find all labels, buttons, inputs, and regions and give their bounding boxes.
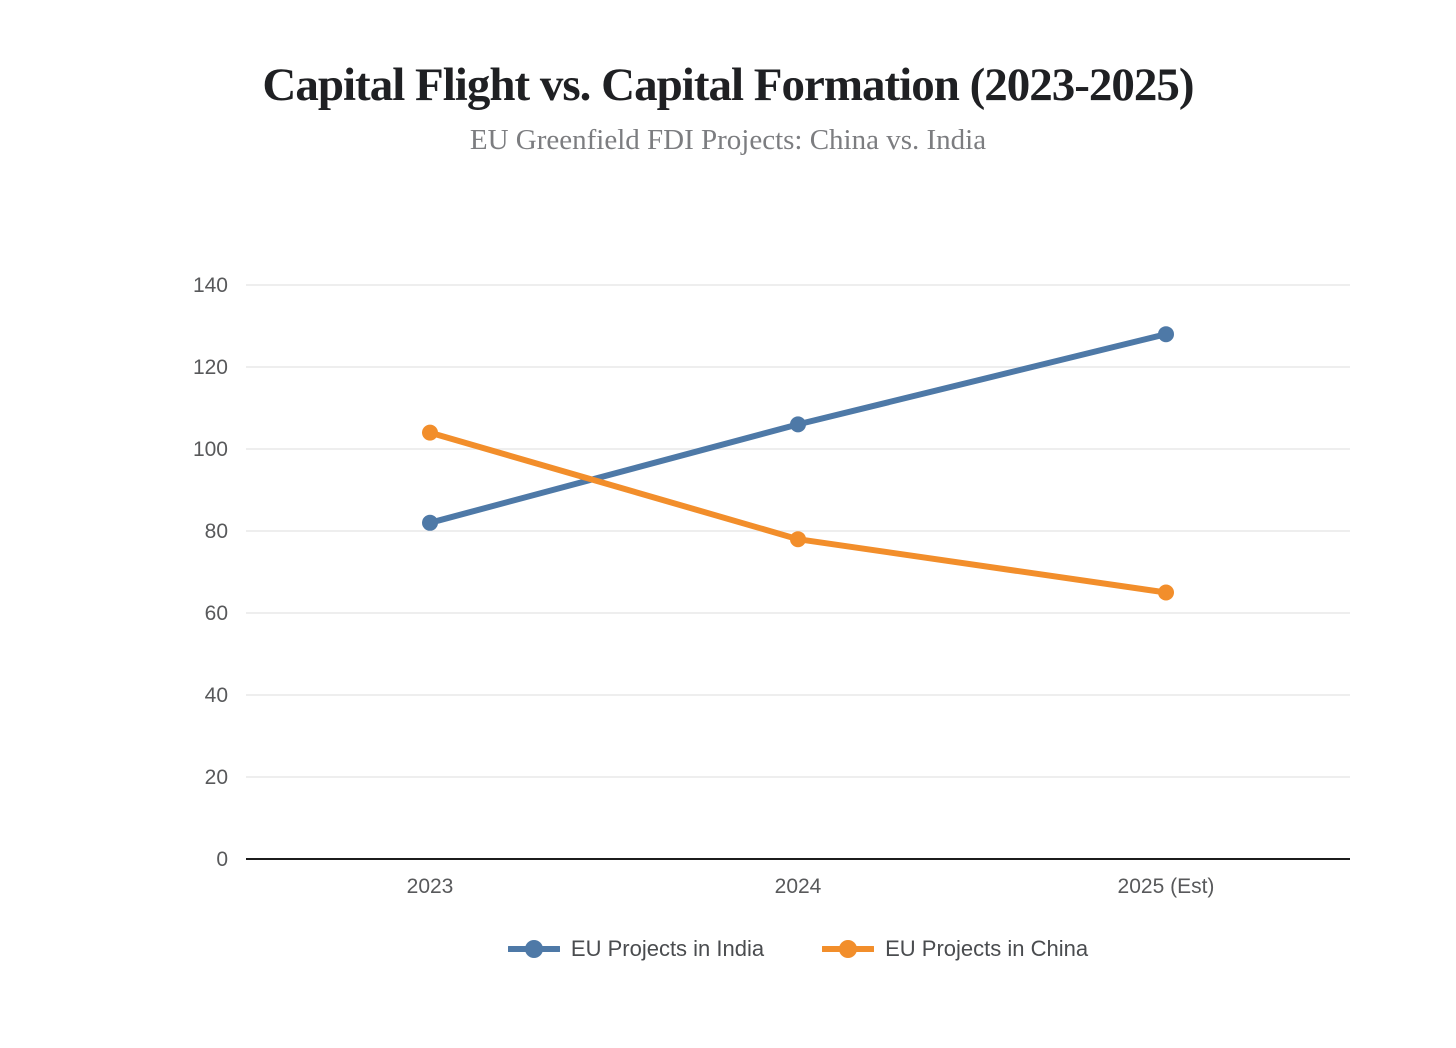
y-tick-label: 40 xyxy=(205,684,228,707)
data-point xyxy=(422,514,438,531)
chart-subtitle: EU Greenfield FDI Projects: China vs. In… xyxy=(469,124,987,156)
y-tick-label: 100 xyxy=(193,438,228,461)
y-tick-label: 80 xyxy=(205,520,228,543)
legend-item: EU Projects in China xyxy=(822,936,1088,962)
data-point xyxy=(422,424,438,441)
data-point xyxy=(790,531,806,548)
y-tick-label: 60 xyxy=(205,602,228,625)
x-tick-label: 2024 xyxy=(775,875,822,898)
chart-legend: EU Projects in India EU Projects in China xyxy=(246,936,1350,962)
y-tick-label: 0 xyxy=(216,848,228,871)
x-tick-label: 2025 (Est) xyxy=(1118,875,1215,898)
legend-line-marker-icon xyxy=(822,940,875,958)
chart-title: Capital Flight vs. Capital Formation (20… xyxy=(262,59,1194,111)
data-point xyxy=(1158,584,1174,601)
data-point xyxy=(790,416,806,433)
series-line xyxy=(427,429,1169,596)
data-point xyxy=(1158,326,1174,343)
x-tick-label: 2023 xyxy=(407,875,454,898)
legend-line-marker-icon xyxy=(507,940,560,958)
legend-label: EU Projects in India xyxy=(570,936,765,961)
legend-item: EU Projects in India xyxy=(507,936,765,962)
legend-label: EU Projects in China xyxy=(885,936,1089,961)
y-tick-label: 120 xyxy=(193,356,228,379)
y-tick-label: 140 xyxy=(193,274,228,297)
y-tick-label: 20 xyxy=(205,766,228,789)
